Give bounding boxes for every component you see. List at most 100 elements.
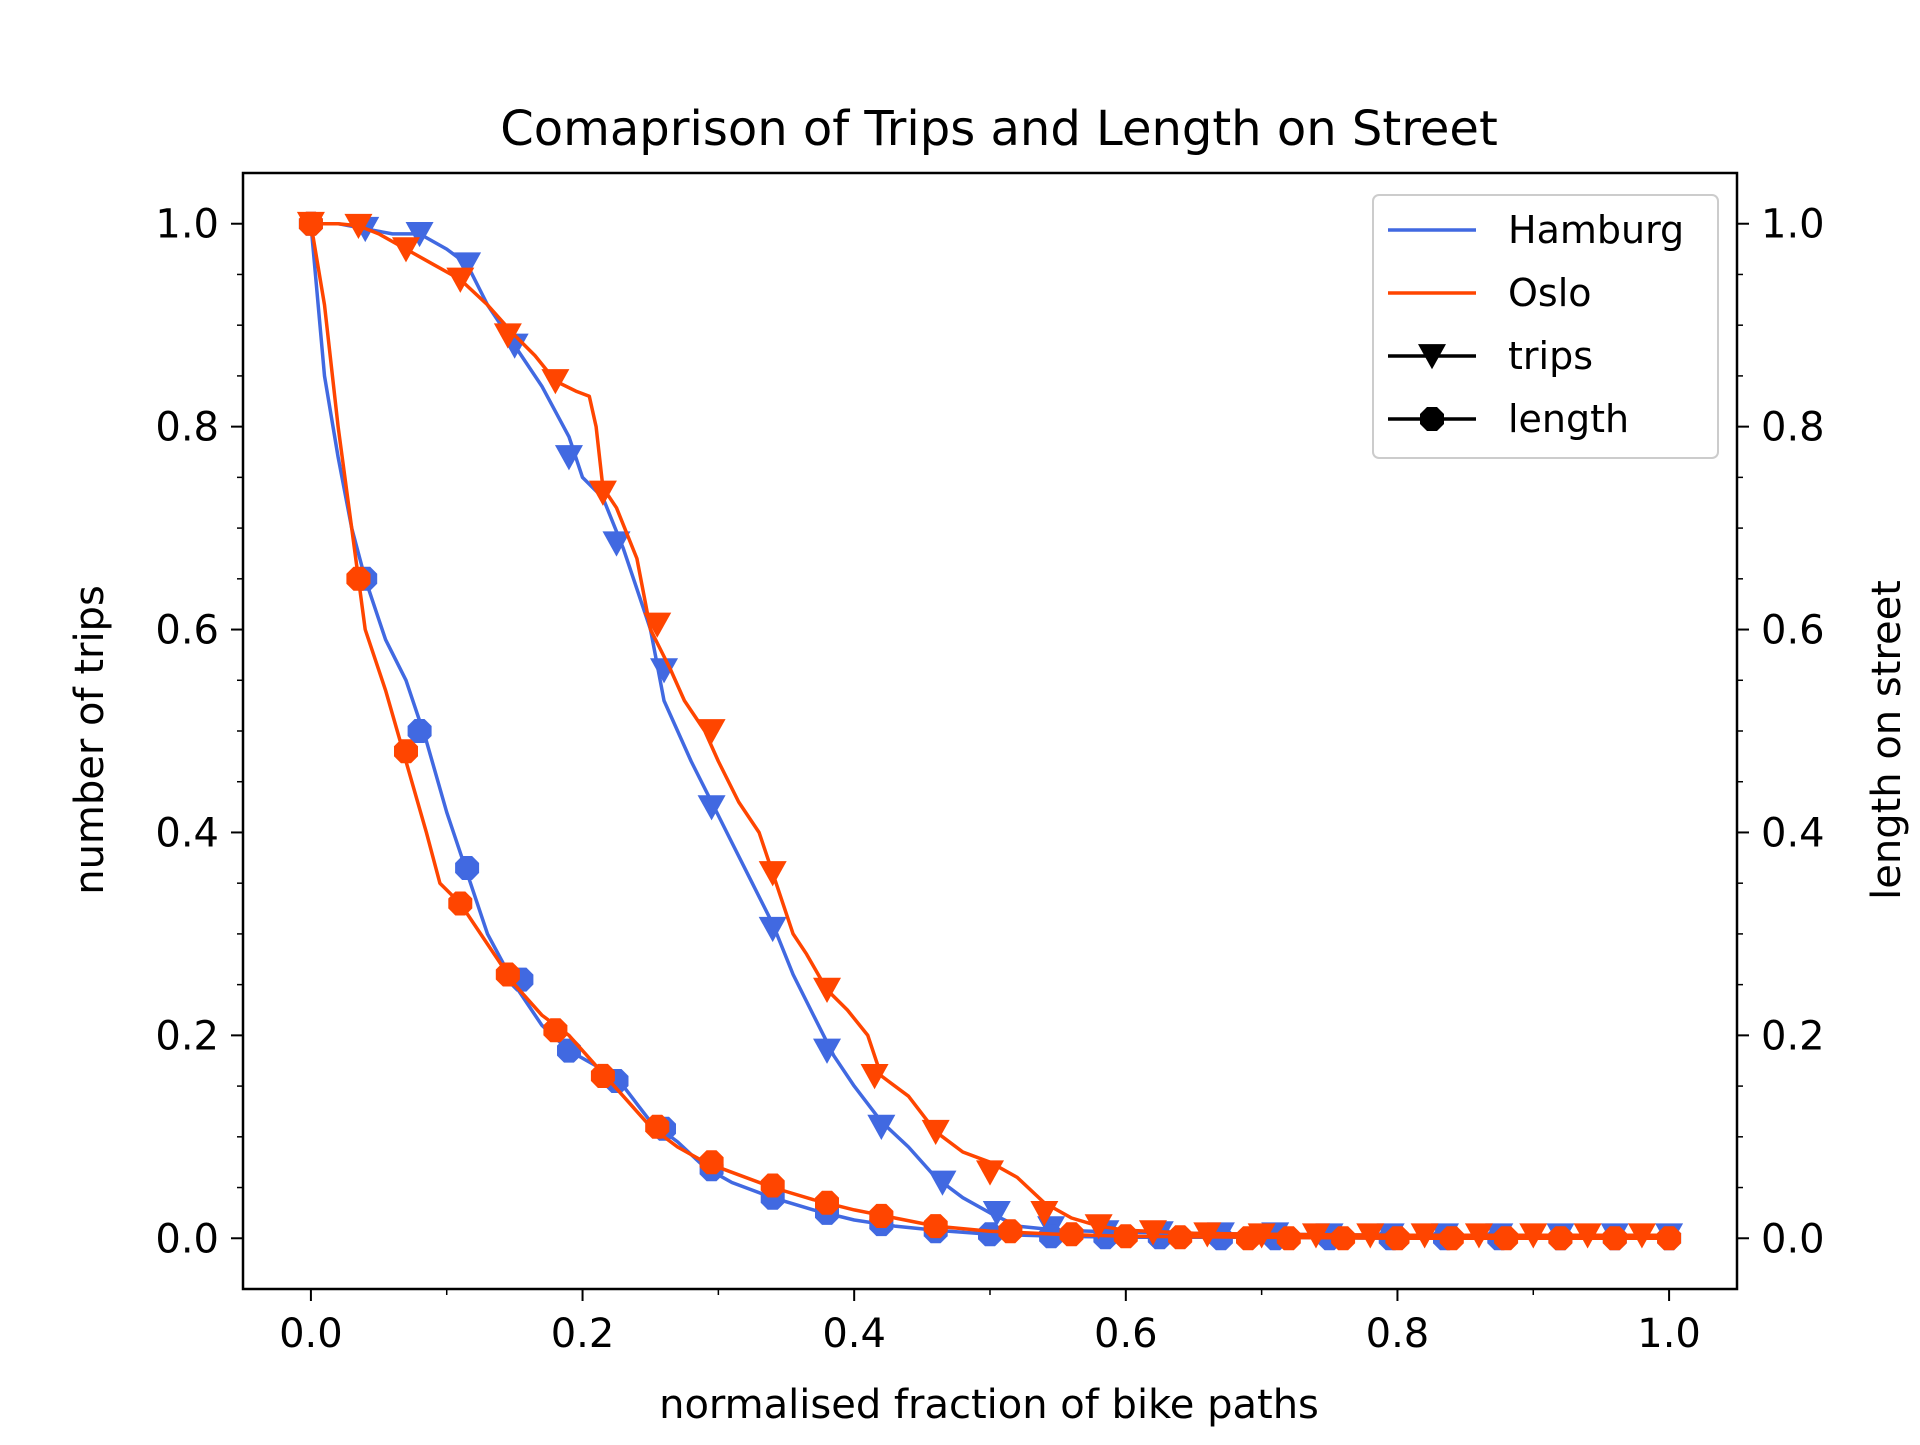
legend: Hamburg Oslo trips length [1372, 194, 1719, 459]
data-point-length [1439, 1226, 1464, 1251]
data-point-trips [650, 658, 679, 684]
data-point-length [1602, 1226, 1627, 1251]
data-point-trips [541, 369, 570, 395]
data-point-trips [446, 267, 475, 293]
data-point-trips [588, 480, 617, 506]
y2-tick-label: 0.0 [1761, 1216, 1825, 1262]
data-point-length [1657, 1226, 1682, 1251]
data-point-length [1494, 1226, 1519, 1251]
data-point-length [1236, 1226, 1261, 1251]
legend-item-hamburg: Hamburg [1388, 208, 1684, 252]
x-axis-label: normalised fraction of bike paths [659, 1382, 1319, 1428]
data-point-length [495, 962, 520, 987]
data-point-length [1059, 1222, 1084, 1247]
y-tick-label: 1.0 [155, 202, 219, 248]
legend-label: Oslo [1508, 271, 1592, 315]
data-point-length [407, 719, 432, 743]
data-point-trips [758, 916, 787, 943]
data-point-length [1331, 1226, 1356, 1251]
data-point-trips [1193, 1222, 1222, 1248]
data-point-length [1548, 1226, 1573, 1251]
data-point-trips [1138, 1220, 1167, 1246]
data-point-trips [1084, 1214, 1113, 1240]
legend-label: length [1508, 397, 1629, 441]
data-point-trips [554, 445, 583, 471]
axes-layer: 0.0 0.2 0.4 0.6 0.8 1.0 0.0 0.2 0.4 0.6 0.8 1.0 0.0 0… [155, 202, 1824, 1357]
legend-marker-circle [1420, 407, 1444, 431]
series-oslo-length [298, 211, 1682, 1251]
y-tick-label: 0.2 [155, 1013, 219, 1059]
y-tick-label: 0.4 [155, 810, 219, 856]
y-tick-label: 0.0 [155, 1216, 219, 1262]
data-point-trips [813, 1038, 842, 1064]
data-point-trips [405, 221, 434, 248]
y-tick-label: 0.6 [155, 608, 219, 654]
series-line-oslo-trips [310, 221, 1670, 1237]
x-tick-label: 0.6 [1094, 1311, 1158, 1357]
data-point-trips [860, 1064, 889, 1090]
data-point-trips [344, 213, 373, 240]
data-point-trips [976, 1160, 1004, 1186]
data-point-trips [928, 1170, 957, 1196]
data-point-trips [1464, 1223, 1493, 1249]
x-tick-label: 0.4 [822, 1311, 886, 1357]
y2-axis-label: length on street [1864, 580, 1910, 900]
data-point-trips [453, 252, 482, 278]
x-tick-label: 0.0 [279, 1311, 343, 1357]
data-point-trips [1410, 1223, 1439, 1249]
data-point-length [1385, 1226, 1410, 1251]
data-point-length [298, 211, 323, 236]
y-tick-label: 0.8 [155, 405, 219, 451]
data-point-trips [697, 795, 726, 821]
legend-label: trips [1508, 334, 1593, 378]
data-point-trips [391, 237, 420, 263]
data-point-trips [813, 977, 842, 1004]
x-tick-label: 1.0 [1637, 1311, 1701, 1357]
data-point-trips [697, 719, 726, 745]
legend-frame [1372, 194, 1719, 459]
data-point-length [543, 1018, 568, 1043]
data-point-length [346, 566, 371, 591]
data-point-trips [1030, 1201, 1059, 1227]
x-tick-label: 0.2 [551, 1311, 615, 1357]
data-point-trips [643, 612, 672, 638]
y2-tick-label: 0.8 [1761, 405, 1825, 451]
y2-tick-label: 1.0 [1761, 202, 1825, 248]
chart-title: Comaprison of Trips and Length on Street [500, 101, 1498, 157]
data-point-length [590, 1063, 615, 1088]
series-line-oslo-length [309, 223, 1670, 1241]
data-point-trips [493, 323, 522, 349]
data-point-length [978, 1222, 1002, 1247]
data-point-trips [867, 1114, 896, 1140]
data-point-length [923, 1214, 948, 1239]
data-point-length [455, 856, 480, 880]
y2-tick-label: 0.2 [1761, 1013, 1825, 1059]
data-point-length [869, 1203, 894, 1228]
series-layer [296, 211, 1684, 1251]
data-point-trips [982, 1201, 1011, 1227]
data-point-length [394, 739, 418, 764]
x-tick-label: 0.8 [1366, 1311, 1430, 1357]
data-point-length [1168, 1225, 1193, 1250]
data-point-trips [1627, 1223, 1656, 1249]
data-point-length [1276, 1226, 1301, 1251]
data-point-length [699, 1150, 724, 1175]
data-point-trips [921, 1119, 950, 1146]
data-point-length [1039, 1224, 1064, 1249]
legend-marker-triangle [1418, 344, 1446, 370]
y-axis-label: number of trips [67, 585, 113, 895]
data-point-trips [758, 861, 787, 887]
data-point-length [998, 1219, 1023, 1244]
y2-tick-label: 0.4 [1761, 810, 1825, 856]
data-point-trips [1301, 1223, 1330, 1249]
legend-item-length: length [1388, 397, 1629, 441]
data-point-trips [1356, 1223, 1385, 1249]
data-point-trips [602, 531, 631, 557]
data-point-trips [1519, 1223, 1548, 1249]
data-point-length [448, 891, 473, 916]
data-point-length [760, 1173, 785, 1198]
data-point-trips [1573, 1223, 1602, 1249]
legend-item-oslo: Oslo [1388, 271, 1592, 315]
